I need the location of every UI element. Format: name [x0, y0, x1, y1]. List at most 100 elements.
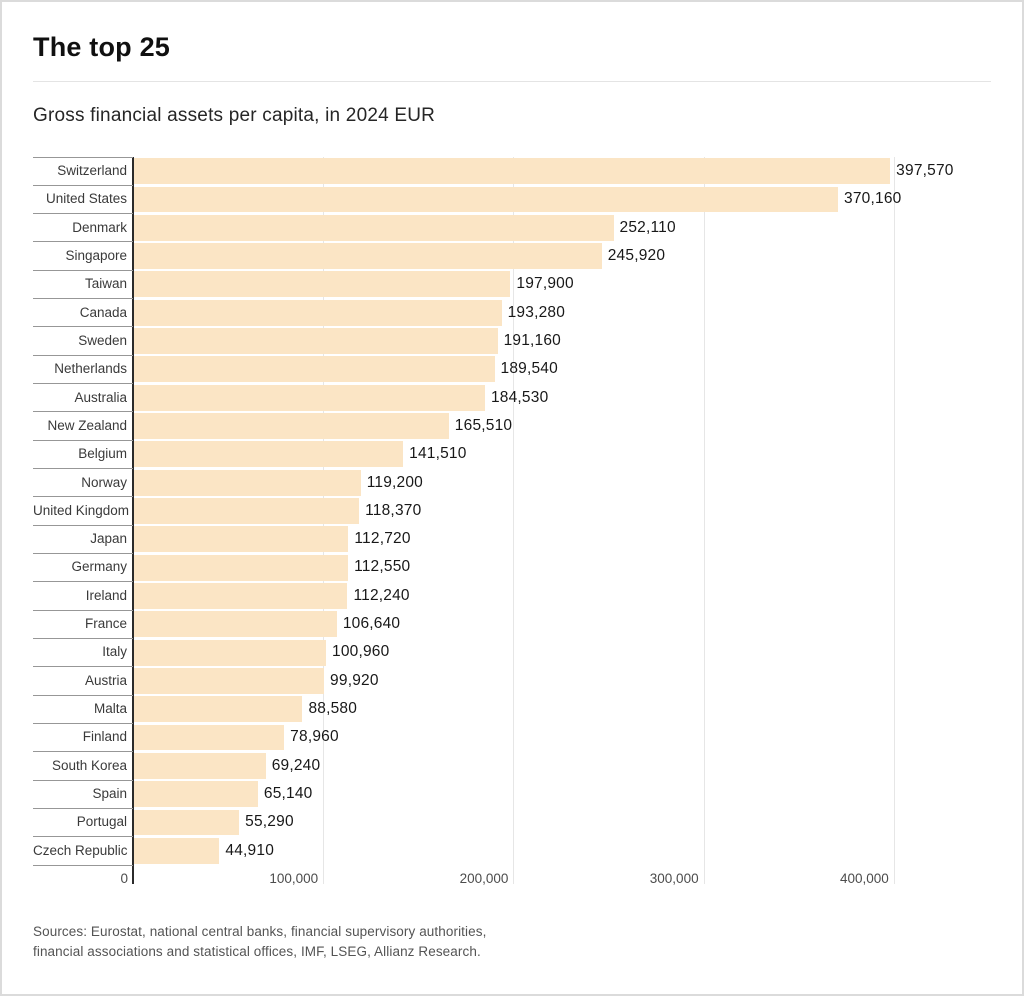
bar	[134, 243, 602, 270]
value-label: 245,920	[607, 246, 666, 264]
row-separator	[33, 779, 133, 781]
row-separator	[33, 269, 133, 271]
row-separator	[33, 496, 133, 498]
row-separator	[33, 666, 133, 668]
bar	[134, 611, 337, 638]
country-label: New Zealand	[47, 417, 127, 433]
bar-row: Italy 100,960	[33, 638, 993, 666]
value-label: 252,110	[619, 218, 676, 236]
x-tick-label: 400,000	[839, 871, 889, 886]
bar	[134, 271, 511, 298]
bar-row: Australia 184,530	[33, 384, 993, 412]
value-label: 184,530	[490, 388, 549, 406]
country-label: Malta	[93, 701, 127, 717]
value-label: 191,160	[503, 331, 562, 349]
country-label: Netherlands	[54, 361, 127, 377]
bar	[134, 752, 266, 779]
row-separator	[33, 609, 133, 611]
bar	[134, 526, 349, 553]
value-label: 65,140	[263, 785, 313, 803]
x-tick-label: 100,000	[269, 871, 319, 886]
value-label: 397,570	[896, 162, 954, 179]
bar-row: United States 370,160	[33, 185, 993, 213]
gridline	[703, 157, 705, 884]
value-label: 78,960	[290, 728, 339, 746]
row-separator	[33, 213, 133, 215]
bar-row: Portugal 55,290	[33, 808, 993, 836]
bar-row: Singapore 245,920	[33, 242, 993, 270]
country-label: United States	[45, 191, 127, 207]
row-separator	[33, 184, 133, 186]
row-separator	[33, 383, 133, 385]
country-label: Belgium	[78, 446, 127, 462]
country-label: France	[84, 616, 127, 632]
gridline	[513, 157, 515, 884]
bar-row: Malta 88,580	[33, 695, 993, 723]
value-label: 119,200	[366, 473, 423, 491]
value-label: 100,960	[332, 643, 390, 661]
bar	[134, 837, 220, 864]
header-divider	[33, 81, 991, 82]
row-separator	[33, 439, 133, 441]
bar-row: Finland 78,960	[33, 723, 993, 751]
value-label: 141,510	[409, 445, 467, 463]
chart-subtitle: Gross financial assets per capita, in 20…	[33, 105, 436, 126]
bar-row: Ireland 112,240	[33, 582, 993, 610]
bar-row: United Kingdom 118,370	[33, 497, 993, 525]
value-label: 106,640	[342, 615, 401, 633]
row-separator	[33, 552, 133, 554]
value-label: 99,920	[330, 671, 379, 689]
bar	[134, 441, 404, 468]
country-label: Australia	[74, 389, 127, 405]
bar	[134, 809, 240, 836]
sources-note: Sources: Eurostat, national central bank…	[33, 922, 486, 962]
bar	[134, 214, 614, 241]
bar-row: New Zealand 165,510	[33, 412, 993, 440]
value-label: 69,240	[271, 756, 321, 774]
bar-row: Canada 193,280	[33, 299, 993, 327]
sources-line-1: Sources: Eurostat, national central bank…	[33, 924, 487, 939]
country-label: United Kingdom	[33, 502, 130, 518]
country-label: Ireland	[85, 587, 127, 603]
bar	[134, 781, 258, 808]
bar	[134, 696, 303, 723]
bar-row: Netherlands 189,540	[33, 355, 993, 383]
bar-row: Austria 99,920	[33, 667, 993, 695]
value-label: 112,720	[354, 530, 411, 548]
bar	[134, 498, 360, 524]
bar-chart: Switzerland 397,570 United States 370,160 De…	[33, 156, 993, 907]
bar-row: Japan 112,720	[33, 525, 993, 553]
row-separator	[33, 298, 133, 300]
page-title: The top 25	[33, 32, 171, 62]
country-label: Sweden	[78, 332, 127, 348]
country-label: Taiwan	[84, 276, 127, 292]
x-tick-label: 300,000	[649, 871, 699, 886]
x-tick-label: 0	[120, 871, 128, 886]
bar-row: South Korea 69,240	[33, 752, 993, 780]
row-separator	[33, 722, 133, 724]
y-axis-line	[132, 157, 134, 884]
sources-line-2: financial associations and statistical o…	[33, 944, 481, 959]
bar-row: France 106,640	[33, 610, 993, 638]
row-separator	[33, 241, 133, 243]
bar	[134, 469, 361, 496]
bar	[134, 724, 285, 751]
bar-row: Denmark 252,110	[33, 214, 993, 242]
value-label: 193,280	[507, 303, 566, 321]
bar	[134, 413, 449, 439]
row-separator	[33, 524, 133, 526]
row-separator	[33, 807, 133, 809]
row-separator	[33, 751, 133, 753]
row-separator	[33, 156, 133, 158]
country-label: Germany	[71, 559, 127, 575]
bar	[134, 667, 325, 694]
bar-row: Switzerland 397,570	[33, 157, 993, 185]
country-label: Spain	[92, 786, 127, 802]
country-label: Czech Republic	[33, 842, 128, 858]
value-label: 44,910	[225, 841, 275, 859]
bar-row: Sweden 191,160	[33, 327, 993, 355]
country-label: Finland	[82, 729, 127, 745]
bar	[134, 639, 327, 666]
country-label: Norway	[81, 474, 127, 490]
